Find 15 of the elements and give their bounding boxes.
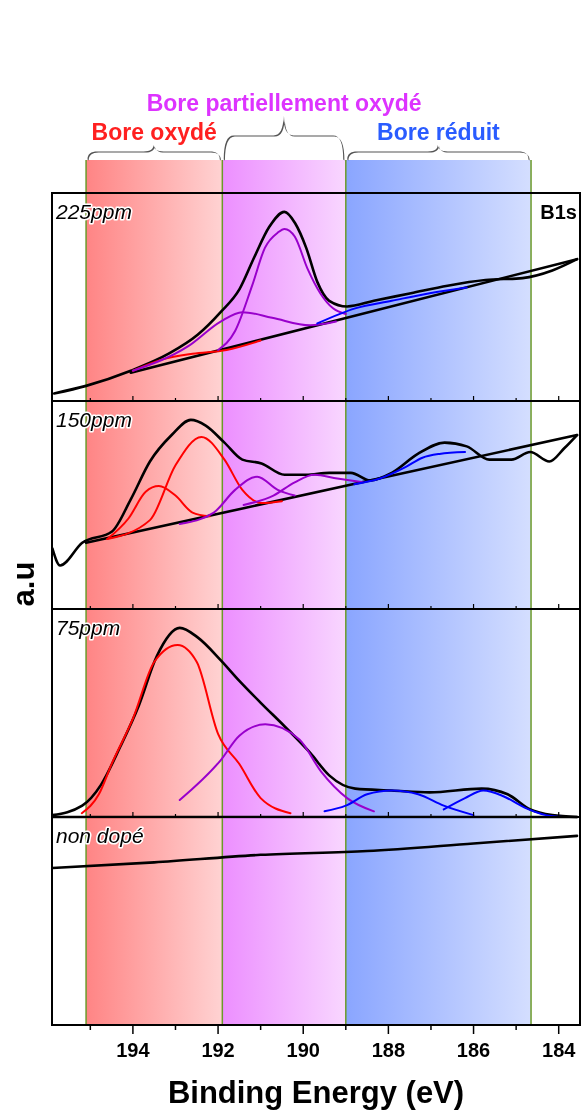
y-axis-title: a.u: [6, 561, 41, 607]
x-tick-label: 194: [116, 1039, 151, 1061]
x-tick-label: 184: [542, 1039, 577, 1061]
x-tick-label: 192: [201, 1039, 235, 1061]
band-label: Bore réduit: [377, 119, 501, 145]
annotation: 225ppm: [55, 200, 132, 223]
band-label: Bore partiellement oxydé: [146, 90, 422, 116]
x-tick-label: 188: [371, 1039, 406, 1061]
x-tick-label: 190: [286, 1039, 320, 1061]
x-tick-label: 186: [456, 1039, 491, 1061]
annotation: 75ppm: [56, 616, 121, 639]
annotation: 150ppm: [56, 408, 132, 431]
band-label: Bore oxydé: [91, 119, 217, 145]
x-axis-title: Binding Energy (eV): [167, 1075, 465, 1110]
annotation: B1s: [540, 201, 577, 223]
